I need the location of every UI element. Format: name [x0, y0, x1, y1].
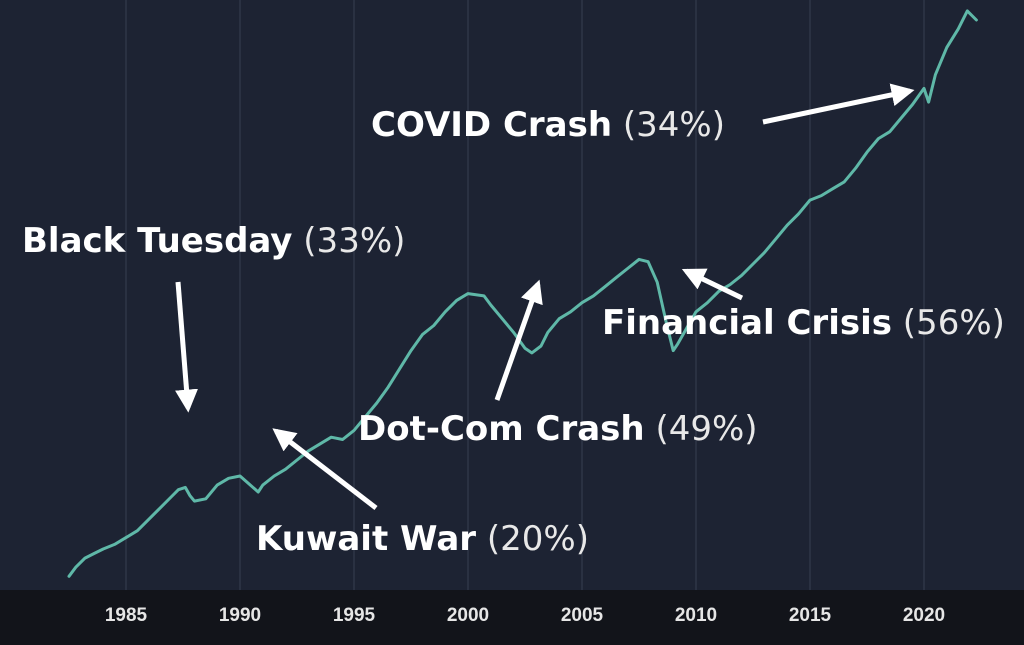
annotation-percent: (56%)	[902, 303, 1005, 343]
arrow-kuwait-war	[272, 428, 378, 510]
arrow-covid-crash	[762, 83, 915, 125]
axis-strip	[0, 590, 1024, 645]
annotation-label: Black Tuesday	[22, 221, 293, 261]
x-tick-label: 2000	[447, 605, 489, 626]
annotation-black-tuesday: Black Tuesday (33%)	[22, 224, 405, 258]
annotation-percent: (49%)	[655, 409, 758, 449]
arrow-dot-com-crash	[494, 279, 543, 401]
annotation-percent: (33%)	[303, 221, 406, 261]
annotation-label: Kuwait War	[256, 519, 477, 559]
annotation-label: Financial Crisis	[602, 303, 892, 343]
annotation-covid-crash: COVID Crash (34%)	[371, 108, 725, 142]
x-tick-label: 2005	[561, 605, 604, 626]
annotation-label: COVID Crash	[371, 105, 613, 145]
annotation-kuwait-war: Kuwait War (20%)	[256, 522, 589, 556]
x-tick-label: 1985	[105, 605, 148, 626]
x-tick-label: 2010	[675, 605, 717, 626]
x-tick-label: 2020	[903, 605, 945, 626]
annotation-dot-com-crash: Dot-Com Crash (49%)	[358, 412, 758, 446]
annotation-label: Dot-Com Crash	[358, 409, 645, 449]
annotation-financial-crisis: Financial Crisis (56%)	[602, 306, 1005, 340]
annotation-percent: (20%)	[486, 519, 589, 559]
x-tick-label: 2015	[789, 605, 832, 626]
annotation-percent: (34%)	[622, 105, 725, 145]
series-line	[67, 9, 978, 578]
arrow-black-tuesday	[175, 281, 199, 413]
arrow-financial-crisis	[681, 268, 744, 301]
x-tick-label: 1990	[219, 605, 261, 626]
plot-background	[0, 0, 1024, 590]
x-tick-label: 1995	[333, 605, 376, 626]
